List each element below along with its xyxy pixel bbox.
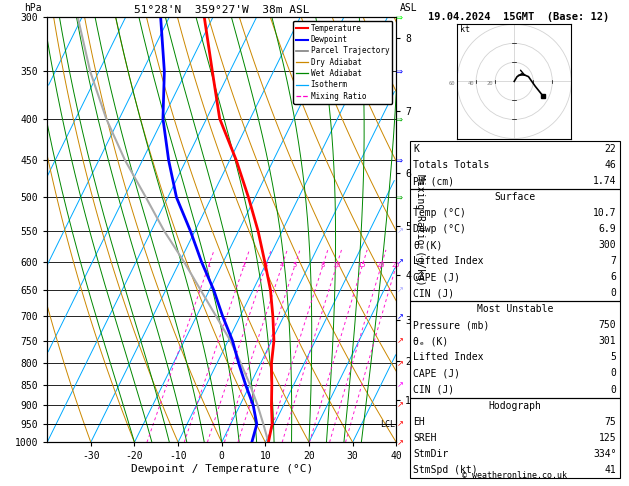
Text: 22: 22 (604, 144, 616, 154)
Text: 334°: 334° (593, 449, 616, 459)
Text: CAPE (J): CAPE (J) (413, 272, 460, 282)
Text: 750: 750 (599, 320, 616, 330)
Text: $\nearrow$: $\nearrow$ (394, 257, 404, 266)
Text: CIN (J): CIN (J) (413, 288, 454, 298)
Text: hPa: hPa (25, 3, 42, 13)
Text: Lifted Index: Lifted Index (413, 352, 484, 363)
Text: 8: 8 (320, 261, 325, 268)
Text: SREH: SREH (413, 433, 437, 443)
Text: $\Rightarrow$: $\Rightarrow$ (394, 114, 404, 123)
Text: K: K (413, 144, 419, 154)
Text: Totals Totals: Totals Totals (413, 160, 489, 170)
Text: © weatheronline.co.uk: © weatheronline.co.uk (462, 471, 567, 480)
Text: 20: 20 (376, 261, 385, 268)
Text: $\nearrow$: $\nearrow$ (394, 438, 404, 447)
Text: 10: 10 (331, 261, 340, 268)
Text: 0: 0 (611, 288, 616, 298)
Text: 6: 6 (611, 272, 616, 282)
Text: 41: 41 (604, 465, 616, 475)
Text: km
ASL: km ASL (400, 0, 418, 13)
Text: Lifted Index: Lifted Index (413, 256, 484, 266)
Text: kt: kt (460, 25, 470, 34)
Text: $\nearrow$: $\nearrow$ (394, 400, 404, 410)
Text: 1.74: 1.74 (593, 176, 616, 186)
Text: 60: 60 (448, 81, 455, 86)
Text: $\nearrow$: $\nearrow$ (394, 419, 404, 429)
Text: Pressure (mb): Pressure (mb) (413, 320, 489, 330)
Text: 2: 2 (241, 261, 245, 268)
Text: $\nearrow$: $\nearrow$ (394, 286, 404, 295)
Text: 1: 1 (206, 261, 210, 268)
Text: CAPE (J): CAPE (J) (413, 368, 460, 379)
Y-axis label: Mixing Ratio (g/kg): Mixing Ratio (g/kg) (415, 174, 425, 285)
Text: Dewp (°C): Dewp (°C) (413, 224, 466, 234)
Text: 46: 46 (604, 160, 616, 170)
Text: LCL: LCL (380, 419, 395, 429)
Text: 7: 7 (611, 256, 616, 266)
Text: CIN (J): CIN (J) (413, 384, 454, 395)
Text: 20: 20 (487, 81, 493, 86)
Text: 6.9: 6.9 (599, 224, 616, 234)
Text: $\Rightarrow$: $\Rightarrow$ (394, 67, 404, 76)
Text: Hodograph: Hodograph (488, 400, 542, 411)
Text: 40: 40 (468, 81, 474, 86)
Text: 0: 0 (611, 384, 616, 395)
Text: $\Rightarrow$: $\Rightarrow$ (394, 193, 404, 202)
Text: 15: 15 (357, 261, 366, 268)
Text: $\nearrow$: $\nearrow$ (394, 381, 404, 389)
Text: 19.04.2024  15GMT  (Base: 12): 19.04.2024 15GMT (Base: 12) (428, 12, 610, 22)
Text: $\nearrow$: $\nearrow$ (394, 336, 404, 345)
Text: Most Unstable: Most Unstable (477, 304, 553, 314)
Text: Surface: Surface (494, 192, 535, 202)
Text: θₑ (K): θₑ (K) (413, 336, 448, 347)
Text: 300: 300 (599, 240, 616, 250)
Text: 125: 125 (599, 433, 616, 443)
Text: EH: EH (413, 417, 425, 427)
Text: 75: 75 (604, 417, 616, 427)
Text: 3: 3 (263, 261, 267, 268)
Title: 51°28'N  359°27'W  38m ASL: 51°28'N 359°27'W 38m ASL (134, 5, 309, 15)
Text: 10.7: 10.7 (593, 208, 616, 218)
Legend: Temperature, Dewpoint, Parcel Trajectory, Dry Adiabat, Wet Adiabat, Isotherm, Mi: Temperature, Dewpoint, Parcel Trajectory… (293, 21, 392, 104)
Text: StmSpd (kt): StmSpd (kt) (413, 465, 478, 475)
X-axis label: Dewpoint / Temperature (°C): Dewpoint / Temperature (°C) (131, 464, 313, 474)
Text: 5: 5 (611, 352, 616, 363)
Text: $\Rightarrow$: $\Rightarrow$ (394, 156, 404, 165)
Text: Temp (°C): Temp (°C) (413, 208, 466, 218)
Text: $\nearrow$: $\nearrow$ (394, 359, 404, 368)
Text: $\nearrow$: $\nearrow$ (394, 226, 404, 236)
Text: 5: 5 (292, 261, 296, 268)
Text: 4: 4 (279, 261, 284, 268)
Text: $\Rightarrow$: $\Rightarrow$ (394, 13, 404, 21)
Text: PW (cm): PW (cm) (413, 176, 454, 186)
Text: 0: 0 (611, 368, 616, 379)
Text: StmDir: StmDir (413, 449, 448, 459)
Text: $\nearrow$: $\nearrow$ (394, 312, 404, 321)
Text: 301: 301 (599, 336, 616, 347)
Text: θₑ(K): θₑ(K) (413, 240, 443, 250)
Text: 25: 25 (391, 261, 400, 268)
